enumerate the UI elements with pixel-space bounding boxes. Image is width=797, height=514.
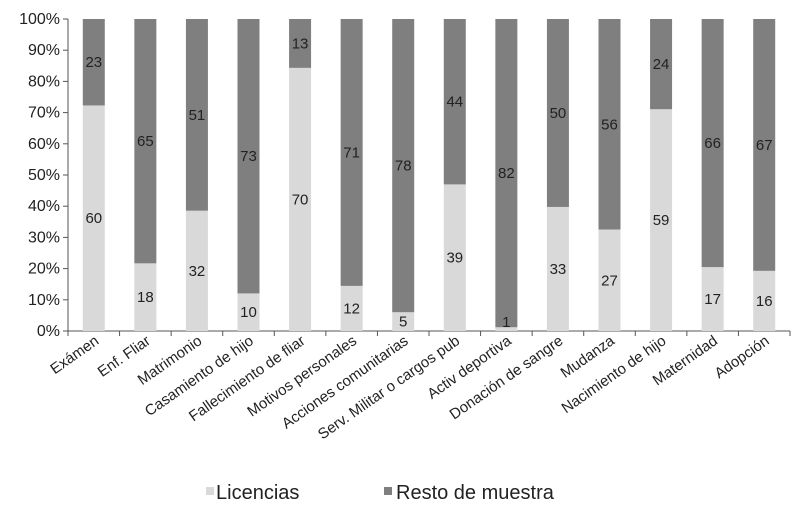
bar-licencias	[392, 312, 415, 331]
bar-licencias	[340, 285, 363, 331]
bar-licencias	[82, 105, 105, 332]
bar-resto-de-muestra	[753, 19, 776, 271]
data-label-licencias: 59	[653, 212, 670, 229]
y-tick-label: 80%	[28, 73, 60, 90]
bar-licencias	[289, 67, 312, 332]
chart-legend: Licencias Resto de muestra	[206, 482, 555, 504]
data-label-resto-de-muestra: 71	[343, 144, 360, 161]
bar-resto-de-muestra	[701, 19, 724, 268]
data-label-licencias: 17	[704, 291, 721, 308]
data-label-resto-de-muestra: 65	[137, 133, 154, 150]
bar-resto-de-muestra	[546, 19, 569, 207]
y-tick-label: 70%	[28, 105, 60, 122]
data-label-licencias: 18	[137, 289, 154, 306]
data-label-resto-de-muestra: 13	[292, 35, 309, 52]
data-label-resto-de-muestra: 24	[653, 56, 670, 73]
data-label-resto-de-muestra: 44	[446, 94, 463, 111]
data-label-licencias: 12	[343, 300, 360, 317]
data-label-resto-de-muestra: 56	[601, 116, 618, 133]
data-label-licencias: 27	[601, 272, 618, 289]
bar-licencias	[598, 229, 621, 331]
bar-resto-de-muestra	[82, 19, 105, 106]
bar-resto-de-muestra	[340, 19, 363, 286]
y-tick-label: 30%	[28, 229, 60, 246]
y-tick-label: 90%	[28, 42, 60, 59]
category-label: Adopción	[712, 332, 773, 382]
data-label-resto-de-muestra: 51	[189, 107, 206, 124]
y-tick-label: 20%	[28, 261, 60, 278]
y-tick-label: 100%	[19, 11, 60, 28]
bar-resto-de-muestra	[650, 19, 673, 110]
bar-resto-de-muestra	[495, 19, 518, 328]
legend-label-licencias: Licencias	[216, 482, 299, 504]
legend-label-resto-de-muestra: Resto de muestra	[396, 482, 555, 504]
bar-licencias	[546, 206, 569, 331]
data-label-resto-de-muestra: 67	[756, 137, 773, 154]
data-label-licencias: 33	[550, 261, 567, 278]
bar-licencias	[443, 184, 466, 331]
chart-bars	[82, 19, 776, 332]
data-label-resto-de-muestra: 50	[550, 105, 567, 122]
bar-resto-de-muestra	[237, 19, 260, 294]
bar-licencias	[495, 327, 518, 331]
data-label-licencias: 5	[399, 314, 407, 331]
bar-resto-de-muestra	[134, 19, 157, 264]
data-label-licencias: 10	[240, 304, 257, 321]
legend-swatch-resto-de-muestra	[384, 487, 392, 495]
bar-licencias	[237, 293, 260, 331]
bar-resto-de-muestra	[185, 19, 208, 211]
bar-licencias	[650, 109, 673, 332]
data-label-licencias: 1	[502, 314, 510, 331]
y-tick-label: 50%	[28, 167, 60, 184]
y-tick-label: 10%	[28, 292, 60, 309]
data-label-licencias: 39	[446, 250, 463, 267]
data-label-licencias: 70	[292, 191, 309, 208]
data-label-resto-de-muestra: 73	[240, 148, 257, 165]
chart-data-labels: 60 23 18 65 32 51 10 73 70 13 12 71 5 78 39 44 1 82 33 50 27…	[85, 35, 772, 331]
data-label-resto-de-muestra: 82	[498, 165, 515, 182]
legend-swatch-licencias	[206, 487, 214, 495]
chart-axes: 0% 10% 20% 30% 40% 50% 60% 70% 80% 90% 100%	[19, 11, 791, 340]
bar-resto-de-muestra	[289, 19, 312, 68]
data-label-resto-de-muestra: 78	[395, 158, 412, 175]
data-label-licencias: 60	[85, 210, 102, 227]
bar-licencias	[701, 267, 724, 331]
bar-licencias	[134, 263, 157, 331]
data-label-licencias: 32	[189, 263, 206, 280]
data-label-resto-de-muestra: 66	[704, 135, 721, 152]
bar-licencias	[185, 210, 208, 331]
bar-resto-de-muestra	[392, 19, 415, 313]
data-label-licencias: 16	[756, 293, 773, 310]
bar-resto-de-muestra	[598, 19, 621, 230]
data-label-resto-de-muestra: 23	[85, 54, 102, 71]
y-tick-label: 40%	[28, 198, 60, 215]
y-tick-label: 0%	[37, 323, 60, 340]
bar-resto-de-muestra	[443, 19, 466, 185]
y-tick-label: 60%	[28, 136, 60, 153]
bar-licencias	[753, 270, 776, 331]
